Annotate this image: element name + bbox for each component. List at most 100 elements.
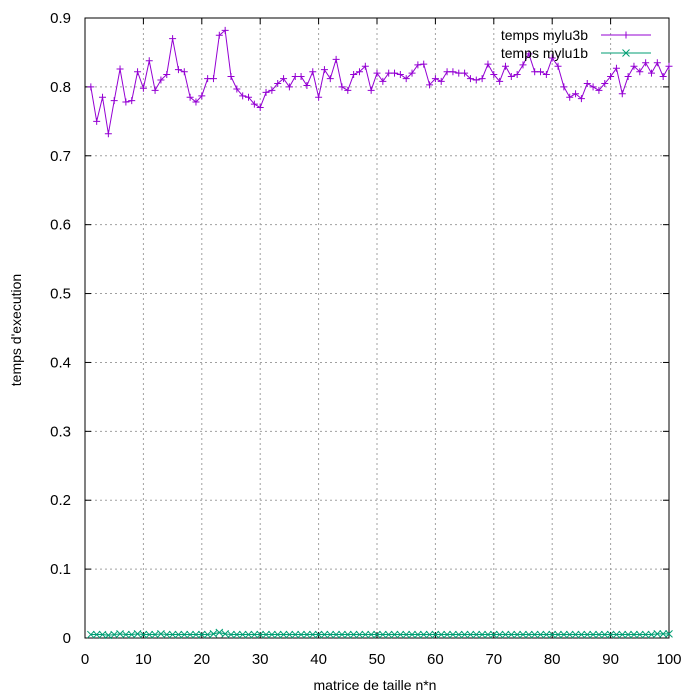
data-point <box>303 82 311 90</box>
data-point <box>93 117 101 125</box>
data-point <box>134 68 142 76</box>
data-point <box>537 68 545 76</box>
data-point <box>612 64 620 72</box>
data-point <box>186 93 194 101</box>
x-tick-label: 20 <box>193 651 210 668</box>
data-point <box>297 630 305 639</box>
data-point <box>542 630 551 639</box>
y-tick-label: 0.2 <box>50 492 71 509</box>
data-point <box>139 84 147 92</box>
data-point <box>624 73 632 81</box>
data-point <box>315 93 323 101</box>
legend: temps mylu3b temps mylu1b <box>501 27 651 61</box>
data-point <box>361 62 369 70</box>
data-point <box>425 630 434 639</box>
grid <box>85 18 669 638</box>
data-point <box>507 630 516 639</box>
y-tick-label: 0.6 <box>50 217 71 234</box>
data-point <box>461 69 469 77</box>
data-point <box>244 630 253 639</box>
data-point <box>572 90 580 98</box>
x-tick-label: 100 <box>656 651 681 668</box>
data-point <box>472 76 480 84</box>
data-point <box>437 630 446 639</box>
data-point <box>344 86 352 94</box>
data-point <box>256 630 265 639</box>
data-point <box>577 95 585 103</box>
series-line <box>90 29 670 134</box>
data-point <box>560 83 568 91</box>
data-point <box>513 70 521 78</box>
y-tick-label: 0.1 <box>50 561 71 578</box>
data-point <box>367 630 376 639</box>
y-tick-label: 0.4 <box>50 354 71 371</box>
x-tick-labels: 0 10 20 30 40 50 60 70 80 90 100 <box>81 651 682 668</box>
data-point <box>384 630 393 639</box>
data-point <box>297 73 305 81</box>
data-point <box>162 630 171 639</box>
data-point <box>268 630 276 639</box>
x-tick-label: 70 <box>485 651 502 668</box>
data-point <box>367 86 375 94</box>
data-point <box>227 630 235 639</box>
data-point <box>635 630 644 639</box>
data-point <box>396 70 404 78</box>
data-point <box>460 630 469 639</box>
x-tick-label: 80 <box>544 651 561 668</box>
data-point <box>250 100 258 108</box>
series-0 <box>87 26 673 138</box>
data-point <box>116 65 124 73</box>
data-point <box>501 630 510 639</box>
data-point <box>484 60 492 68</box>
data-point <box>466 75 474 83</box>
data-point <box>355 68 363 76</box>
data-point <box>659 630 668 638</box>
data-point <box>647 69 655 77</box>
data-point <box>332 630 340 639</box>
data-point <box>373 630 381 639</box>
data-point <box>308 630 317 639</box>
y-tick-label: 0 <box>63 630 71 647</box>
data-point <box>583 79 591 87</box>
data-point <box>583 630 592 639</box>
data-point <box>174 630 183 639</box>
data-point <box>484 630 492 639</box>
data-point <box>122 98 130 106</box>
data-point <box>87 83 95 91</box>
data-point <box>408 69 416 77</box>
data-point <box>408 630 416 639</box>
data-point <box>414 61 422 69</box>
data-point <box>571 630 580 639</box>
data-point <box>314 630 323 639</box>
series-line <box>90 631 669 636</box>
data-point <box>262 630 270 639</box>
data-point <box>180 630 189 639</box>
data-point <box>548 630 557 639</box>
data-point <box>285 630 294 639</box>
data-point <box>163 70 171 78</box>
data-point <box>250 630 259 639</box>
data-point <box>273 630 282 639</box>
legend-marker <box>622 31 630 39</box>
data-point <box>361 630 370 639</box>
data-point <box>618 90 626 98</box>
data-point <box>548 54 556 62</box>
data-point <box>519 61 527 69</box>
data-point <box>513 630 522 639</box>
data-point <box>454 630 463 639</box>
data-point <box>426 81 434 89</box>
data-point <box>279 630 288 639</box>
data-point <box>303 630 311 639</box>
x-tick-label: 90 <box>602 651 619 668</box>
data-point <box>192 98 200 106</box>
data-point <box>589 83 597 91</box>
data-point <box>554 630 562 639</box>
data-point <box>86 630 95 639</box>
data-point <box>355 630 364 639</box>
data-point <box>455 69 463 77</box>
legend-marker <box>622 49 630 57</box>
data-point <box>280 75 288 83</box>
data-point <box>443 630 451 639</box>
data-point <box>478 75 486 83</box>
data-point <box>449 630 457 639</box>
